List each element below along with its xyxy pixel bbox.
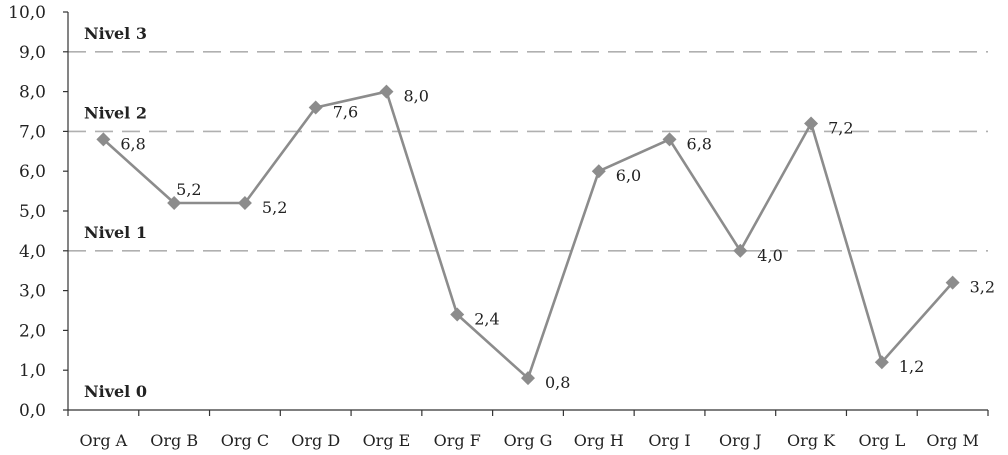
data-point [96,132,111,147]
x-tick-label: Org M [926,431,978,450]
series-polyline [102,90,954,380]
data-point [308,100,323,115]
data-label: 7,2 [828,118,853,137]
data-label: 0,8 [545,373,570,392]
level-label: Nivel 3 [84,24,147,43]
data-label: 6,0 [616,166,641,185]
y-tick-label: 4,0 [19,242,46,262]
y-tick-label: 3,0 [19,282,46,302]
data-label: 2,4 [474,309,499,328]
x-tick-label: Org B [150,431,198,450]
data-label: 8,0 [403,87,428,106]
x-tick-label: Org E [363,431,411,450]
data-label: 7,6 [333,103,358,122]
data-markers [96,84,960,386]
x-tick-label: Org I [648,431,690,450]
y-tick-label: 1,0 [19,361,46,381]
data-point [167,196,182,211]
data-label: 5,2 [262,198,287,217]
x-tick-label: Org C [221,431,269,450]
y-tick-label: 9,0 [19,43,46,63]
x-tick-label: Org L [858,431,905,450]
data-point [733,243,748,258]
level-label: Nivel 2 [84,103,147,122]
data-point [591,164,606,179]
data-label: 3,2 [970,278,995,297]
data-point [945,275,960,290]
data-label: 6,8 [120,134,145,153]
data-label: 5,2 [176,180,201,199]
data-point [237,196,252,211]
y-tick-label: 7,0 [19,122,46,142]
data-point [450,307,465,322]
y-tick-label: 8,0 [19,83,46,103]
data-point [521,371,535,386]
data-point [379,84,394,99]
reference-lines: Nivel 3 Nivel 2 Nivel 1 Nivel 0 [68,24,988,401]
x-tick-label: Org J [719,431,762,450]
x-tick-label: Org F [434,431,481,450]
x-tick-label: Org D [291,431,340,450]
x-tick-label: Org G [504,431,553,450]
data-point [662,132,677,147]
data-labels: 6,8 5,2 5,2 7,6 8,0 2,4 0,8 6,0 6,8 4,0 7,2 1,2 3,2 [120,87,995,393]
y-tick-label: 10,0 [8,3,46,23]
x-tick-label: Org A [80,431,128,450]
axes: 0,0 1,0 2,0 3,0 4,0 5,0 6,0 7,0 8,0 9,0 10,0 Org A O… [8,3,989,450]
series-line [102,90,954,380]
data-label: 6,8 [687,134,712,153]
level-label: Nivel 1 [84,223,147,242]
x-tick-label: Org K [787,431,836,450]
level-label: Nivel 0 [84,382,147,401]
y-tick-label: 6,0 [19,162,46,182]
y-tick-label: 5,0 [19,202,46,222]
data-point [874,355,889,370]
y-tick-label: 2,0 [19,321,46,341]
y-tick-label: 0,0 [19,401,46,421]
x-tick-label: Org H [574,431,624,450]
data-point [804,116,819,131]
data-label: 4,0 [757,246,782,265]
data-label: 1,2 [899,357,924,376]
